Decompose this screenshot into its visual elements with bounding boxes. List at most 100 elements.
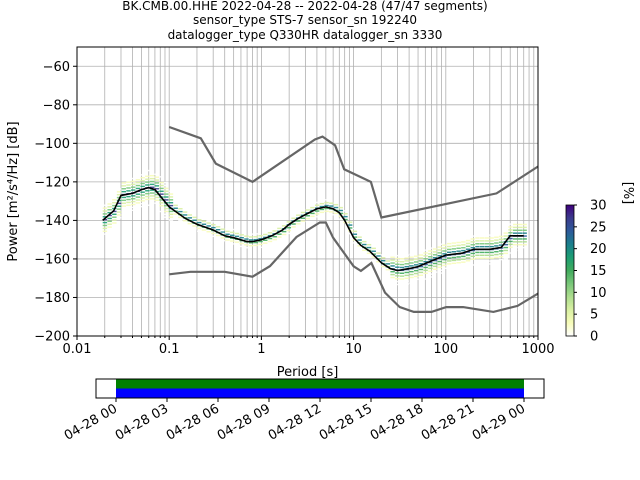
heatmap-cell xyxy=(395,278,400,280)
heatmap-cell xyxy=(390,256,395,258)
heatmap-cell xyxy=(465,248,471,250)
heatmap-cell xyxy=(413,264,419,266)
heatmap-cell xyxy=(140,194,145,196)
heatmap-cell xyxy=(480,254,485,257)
heatmap-cell xyxy=(281,233,287,236)
heatmap-cell xyxy=(513,244,518,246)
heatmap-cell xyxy=(107,220,112,223)
heatmap-cell xyxy=(475,245,480,248)
heatmap-cell xyxy=(159,187,164,190)
heatmap-cell xyxy=(513,226,518,229)
heatmap-cell xyxy=(409,253,414,256)
heatmap-cell xyxy=(338,215,343,218)
heatmap-cell xyxy=(475,237,480,239)
heatmap-cell xyxy=(432,262,438,265)
heatmap-cell xyxy=(442,247,447,249)
heatmap-cell xyxy=(107,214,112,217)
heatmap-cell xyxy=(140,203,145,205)
heatmap-cell xyxy=(244,235,249,237)
heatmap-cell xyxy=(145,204,150,206)
heatmap-cell xyxy=(446,242,452,245)
heatmap-cell xyxy=(149,177,155,180)
heatmap-cell xyxy=(432,259,438,262)
heatmap-cell xyxy=(135,193,141,195)
heatmap-cell xyxy=(239,234,244,236)
heatmap-cell xyxy=(253,238,259,241)
heatmap-cell xyxy=(168,216,174,218)
heatmap-cell xyxy=(451,268,457,270)
heatmap-cell xyxy=(522,235,527,237)
heatmap-cell xyxy=(395,280,400,283)
heatmap-cell xyxy=(149,172,155,174)
heatmap-cell xyxy=(149,195,155,197)
heatmap-cell xyxy=(291,217,296,219)
heatmap-cell xyxy=(489,260,494,262)
heatmap-cell xyxy=(522,246,527,249)
heatmap-cell xyxy=(428,267,433,270)
timeline-tick-label: 04-28 15 xyxy=(317,401,375,443)
heatmap-cell xyxy=(376,249,381,251)
heatmap-cell xyxy=(178,216,183,219)
heatmap-cell xyxy=(475,240,480,242)
heatmap-cell xyxy=(423,272,428,274)
heatmap-cell xyxy=(503,249,508,252)
timeline-tick-label: 04-28 03 xyxy=(113,401,171,443)
heatmap-cell xyxy=(503,238,508,240)
heatmap-cell xyxy=(409,282,414,284)
heatmap-cell xyxy=(239,236,244,239)
heatmap-cell xyxy=(437,255,442,257)
heatmap-cell xyxy=(140,177,145,179)
timeline-data-bar xyxy=(116,379,524,389)
heatmap-cell xyxy=(409,270,414,273)
heatmap-cell xyxy=(126,198,131,201)
heatmap-cell xyxy=(352,236,358,238)
heatmap-cell xyxy=(102,218,108,221)
heatmap-cell xyxy=(484,263,490,265)
heatmap-cell xyxy=(390,276,395,279)
heatmap-cell xyxy=(230,231,235,234)
heatmap-cell xyxy=(446,263,452,265)
y-tick-label: −60 xyxy=(43,60,70,75)
heatmap-cell xyxy=(107,211,112,214)
heatmap-cell xyxy=(168,204,174,207)
heatmap-cell xyxy=(451,259,457,262)
heatmap-cell xyxy=(206,219,211,221)
heatmap-cell xyxy=(263,239,268,241)
heatmap-cell xyxy=(465,239,471,242)
heatmap-cell xyxy=(102,224,108,227)
heatmap-cell xyxy=(428,261,433,264)
heatmap-cell xyxy=(461,241,466,243)
heatmap-cell xyxy=(197,230,202,232)
heatmap-cell xyxy=(102,233,108,235)
heatmap-cell xyxy=(149,198,155,200)
heatmap-cell xyxy=(244,238,249,240)
heatmap-cell xyxy=(371,250,376,252)
heatmap-cell xyxy=(102,207,108,209)
heatmap-cell xyxy=(437,246,442,248)
heatmap-cell xyxy=(399,281,405,283)
heatmap-cell xyxy=(494,250,499,253)
heatmap-cell xyxy=(154,182,159,184)
heatmap-cell xyxy=(159,181,164,184)
heatmap-cell xyxy=(456,259,461,261)
heatmap-cell xyxy=(437,249,442,251)
heatmap-cell xyxy=(428,250,433,252)
heatmap-cell xyxy=(112,213,117,216)
heatmap-cell xyxy=(508,243,513,246)
heatmap-cell xyxy=(121,211,126,213)
heatmap-cell xyxy=(126,187,131,189)
heatmap-cell xyxy=(267,229,273,231)
heatmap-cell xyxy=(211,224,216,226)
heatmap-cell xyxy=(164,196,169,198)
heatmap-cell xyxy=(465,242,471,245)
heatmap-cell xyxy=(399,263,405,266)
heatmap-cell xyxy=(366,241,372,243)
heatmap-cell xyxy=(154,179,159,181)
heatmap-cell xyxy=(489,257,494,259)
heatmap-cell xyxy=(395,254,400,257)
heatmap-cell xyxy=(437,252,442,254)
heatmap-cell xyxy=(456,238,461,241)
heatmap-cell xyxy=(418,277,424,279)
heatmap-cell xyxy=(475,257,480,259)
